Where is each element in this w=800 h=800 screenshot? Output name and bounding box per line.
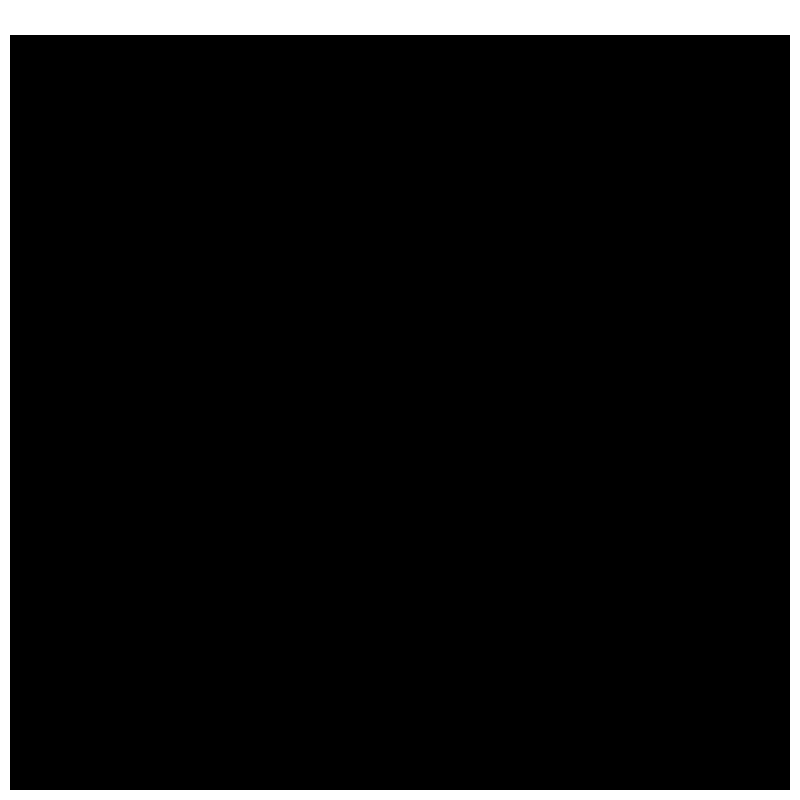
crosshair-vertical (40, 65, 41, 760)
crosshair-horizontal (40, 760, 760, 761)
plot-area (40, 65, 760, 760)
plot-frame (10, 35, 790, 790)
heatmap-canvas (40, 65, 760, 760)
crosshair-marker (35, 755, 45, 765)
root (0, 0, 800, 800)
